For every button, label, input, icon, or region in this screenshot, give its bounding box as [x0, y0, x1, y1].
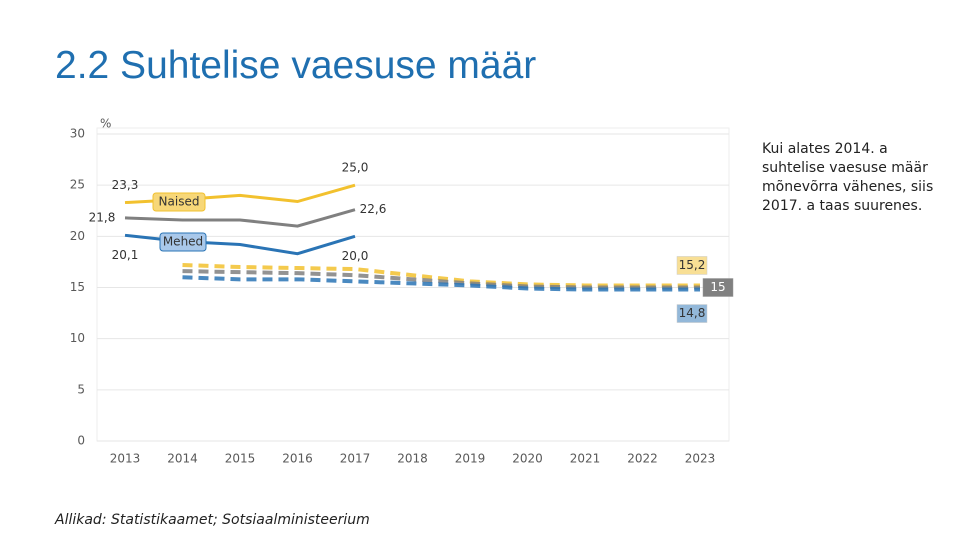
y-tick-label: 20 — [70, 229, 85, 243]
y-tick-label: 15 — [70, 280, 85, 294]
data-label: 14,8 — [679, 306, 706, 320]
projection-line — [182, 269, 700, 290]
legend-callout — [152, 192, 206, 212]
x-tick-label: 2023 — [685, 452, 716, 466]
data-label: 20,1 — [112, 248, 139, 262]
side-note: Kui alates 2014. a suhtelise vaesuse mää… — [762, 141, 934, 214]
y-tick-label: 0 — [77, 434, 85, 448]
x-tick-label: 2016 — [282, 452, 313, 466]
projection-line — [182, 275, 700, 292]
data-label: 23,3 — [112, 178, 139, 192]
legend-label: Mehed — [163, 235, 203, 249]
source: Allikad: Statistikaamet; Sotsiaalministe… — [55, 512, 370, 528]
x-tick-label: 2022 — [627, 452, 658, 466]
x-tick-label: 2014 — [167, 452, 198, 466]
x-tick-label: 2015 — [225, 452, 256, 466]
data-label: 25,0 — [342, 161, 369, 175]
legend-callout — [159, 232, 207, 252]
series-line — [124, 208, 356, 228]
y-tick-label: 30 — [70, 127, 85, 141]
data-label: 20,0 — [342, 249, 369, 263]
data-label: 22,6 — [360, 202, 387, 216]
y-tick-label: 10 — [70, 331, 85, 345]
label-box — [676, 256, 708, 275]
x-tick-label: 2013 — [110, 452, 141, 466]
label-box — [676, 304, 708, 323]
data-label: 15,2 — [679, 258, 706, 272]
y-tick-label: 25 — [70, 178, 85, 192]
data-label: 15 — [710, 280, 725, 294]
x-tick-label: 2020 — [512, 452, 543, 466]
y-unit: % — [100, 117, 111, 131]
legend-label: Naised — [159, 195, 200, 209]
projection-line — [182, 262, 700, 288]
x-tick-label: 2018 — [397, 452, 428, 466]
x-tick-label: 2021 — [570, 452, 601, 466]
label-box — [702, 278, 734, 297]
x-tick-label: 2017 — [340, 452, 371, 466]
x-tick-label: 2019 — [455, 452, 486, 466]
slide-title: 2.2 Suhtelise vaesuse määr — [55, 44, 537, 87]
y-tick-label: 5 — [77, 382, 85, 396]
data-label: 21,8 — [89, 210, 116, 224]
